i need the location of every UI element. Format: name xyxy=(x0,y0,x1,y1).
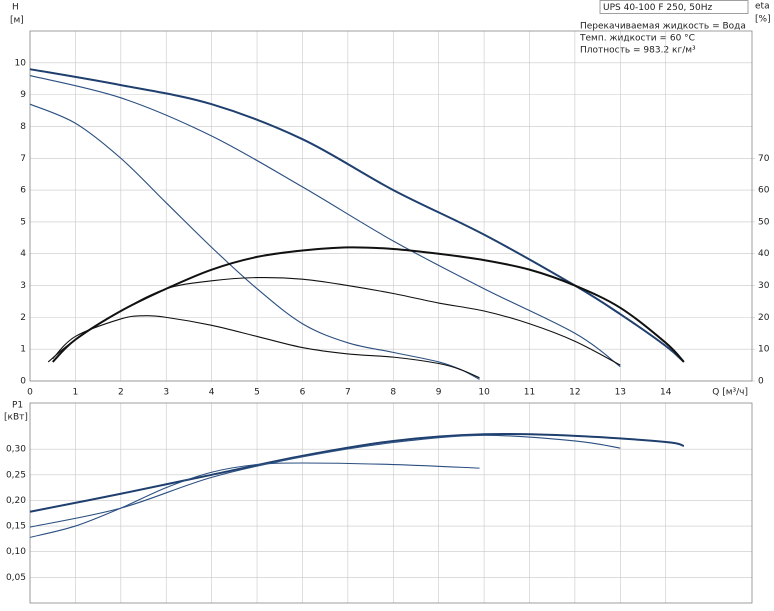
y-tick-label: 0,10 xyxy=(6,547,26,557)
curve xyxy=(29,434,621,528)
y-tick-label: 0,30 xyxy=(6,445,26,455)
annotation: Плотность = 983.2 кг/м³ xyxy=(580,46,696,56)
plot-frame xyxy=(29,30,753,382)
y2-axis-label: eta xyxy=(755,2,770,12)
x-tick-label: 2 xyxy=(118,388,124,398)
curve xyxy=(29,103,480,380)
x-tick-label: 9 xyxy=(436,388,442,398)
x-axis-label: Q [м³/ч] xyxy=(712,388,748,398)
title-box xyxy=(599,0,749,14)
y-axis-label: [кВт] xyxy=(4,413,28,423)
y2-tick-label: 10 xyxy=(758,345,770,355)
x-tick-label: 0 xyxy=(27,388,33,398)
x-tick-label: 3 xyxy=(163,388,169,398)
y-tick-label: 6 xyxy=(20,186,26,196)
annotation: Перекачиваемая жидкость = Вода xyxy=(580,22,746,32)
curve xyxy=(29,462,480,538)
curve xyxy=(52,315,480,379)
y-tick-label: 10 xyxy=(15,58,27,68)
x-tick-label: 1 xyxy=(73,388,79,398)
y-tick-label: 8 xyxy=(20,122,26,132)
y-tick-label: 0,20 xyxy=(6,496,26,506)
annotation: Темп. жидкости = 60 °C xyxy=(579,34,695,44)
y-tick-label: 4 xyxy=(20,249,26,259)
y-tick-label: 7 xyxy=(20,154,26,164)
y-tick-label: 3 xyxy=(20,281,26,291)
x-tick-label: 6 xyxy=(300,388,306,398)
x-tick-label: 11 xyxy=(524,388,535,398)
x-tick-label: 4 xyxy=(209,388,215,398)
x-tick-label: 5 xyxy=(254,388,260,398)
y-tick-label: 0 xyxy=(20,377,26,387)
y2-axis-label: [%] xyxy=(755,15,771,25)
y2-tick-label: 20 xyxy=(758,313,770,323)
x-tick-label: 13 xyxy=(615,388,626,398)
y2-tick-label: 60 xyxy=(758,186,770,196)
y-tick-label: 5 xyxy=(20,217,26,227)
chart-title: UPS 40-100 F 250, 50Hz xyxy=(603,3,712,13)
y-tick-label: 0,25 xyxy=(6,470,26,480)
curve xyxy=(29,432,685,513)
y2-tick-label: 70 xyxy=(758,154,770,164)
x-tick-label: 12 xyxy=(569,388,580,398)
y-tick-label: 2 xyxy=(20,313,26,323)
curve xyxy=(51,246,685,363)
x-tick-label: 7 xyxy=(345,388,351,398)
curve xyxy=(29,68,685,363)
y-tick-label: 0,15 xyxy=(6,522,26,532)
x-tick-label: 14 xyxy=(660,388,672,398)
plot-frame xyxy=(29,402,753,604)
y-tick-label: 0,05 xyxy=(6,573,26,583)
y-axis-label: [м] xyxy=(10,16,24,26)
y-axis-label: P1 xyxy=(12,401,23,411)
curve xyxy=(29,75,621,368)
y2-tick-label: 0 xyxy=(758,377,764,387)
x-tick-label: 8 xyxy=(390,388,396,398)
x-tick-label: 10 xyxy=(478,388,490,398)
y-tick-label: 1 xyxy=(20,345,26,355)
y2-tick-label: 40 xyxy=(758,249,770,259)
y2-tick-label: 50 xyxy=(758,217,770,227)
curve xyxy=(47,276,621,366)
y2-tick-label: 30 xyxy=(758,281,770,291)
y-tick-label: 9 xyxy=(20,90,26,100)
y-axis-label: H xyxy=(12,3,19,13)
